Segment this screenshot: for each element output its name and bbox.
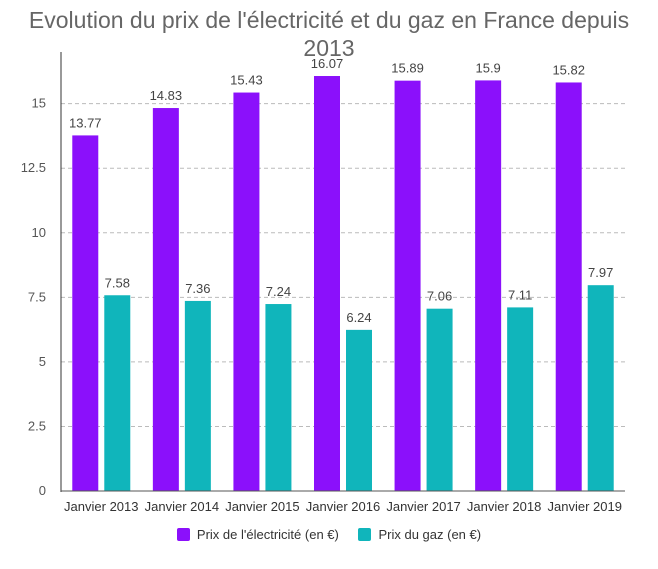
legend-item-electricity[interactable]: Prix de l'électricité (en €) bbox=[176, 527, 339, 542]
y-tick-label: 12.5 bbox=[21, 160, 46, 175]
x-tick-label: Janvier 2014 bbox=[145, 499, 219, 514]
legend-swatch-electricity bbox=[176, 528, 190, 541]
y-tick-label: 5 bbox=[39, 354, 46, 369]
legend-item-gas[interactable]: Prix du gaz (en €) bbox=[358, 527, 481, 542]
x-tick-label: Janvier 2018 bbox=[467, 499, 541, 514]
bar-electricity[interactable] bbox=[394, 80, 421, 491]
data-label-gas: 7.06 bbox=[427, 289, 452, 304]
legend-label-electricity: Prix de l'électricité (en €) bbox=[196, 527, 339, 542]
bar-electricity[interactable] bbox=[475, 80, 502, 491]
data-label-electricity: 15.89 bbox=[391, 61, 424, 76]
x-tick-label: Janvier 2017 bbox=[386, 499, 460, 514]
data-label-electricity: 13.77 bbox=[69, 115, 102, 130]
y-tick-label: 7.5 bbox=[28, 289, 46, 304]
x-tick-label: Janvier 2015 bbox=[225, 499, 299, 514]
bar-gas[interactable] bbox=[265, 304, 292, 491]
bar-gas[interactable] bbox=[104, 295, 131, 491]
legend-swatch-gas bbox=[358, 528, 372, 541]
x-tick-label: Janvier 2016 bbox=[306, 499, 380, 514]
bar-electricity[interactable] bbox=[314, 76, 340, 492]
legend-label-gas: Prix du gaz (en €) bbox=[378, 527, 482, 542]
legend: Prix de l'électricité (en €) Prix du gaz… bbox=[0, 527, 658, 544]
data-label-electricity: 16.07 bbox=[311, 56, 344, 71]
chart-title-line-1: Evolution du prix de l'électricité et du… bbox=[28, 7, 630, 33]
y-tick-label: 10 bbox=[32, 225, 46, 240]
bar-electricity[interactable] bbox=[152, 108, 179, 492]
bar-electricity[interactable] bbox=[233, 92, 260, 491]
data-label-gas: 7.24 bbox=[266, 284, 291, 299]
bar-gas[interactable] bbox=[346, 329, 372, 491]
bar-gas[interactable] bbox=[587, 285, 614, 491]
bar-gas[interactable] bbox=[184, 300, 211, 491]
data-label-gas: 7.11 bbox=[508, 287, 532, 302]
bar-electricity[interactable] bbox=[72, 135, 99, 491]
chart-title: Evolution du prix de l'électricité et du… bbox=[0, 6, 658, 62]
x-tick-label: Janvier 2013 bbox=[64, 499, 138, 514]
data-label-gas: 7.36 bbox=[185, 281, 210, 296]
data-label-gas: 7.97 bbox=[588, 265, 613, 280]
bar-gas[interactable] bbox=[426, 308, 453, 491]
data-label-electricity: 15.43 bbox=[230, 73, 263, 88]
data-label-electricity: 15.9 bbox=[475, 60, 500, 75]
y-tick-label: 0 bbox=[39, 483, 46, 498]
y-tick-label: 15 bbox=[32, 96, 46, 111]
y-tick-label: 2.5 bbox=[28, 418, 46, 433]
data-label-gas: 7.58 bbox=[105, 275, 130, 290]
bar-electricity[interactable] bbox=[555, 82, 582, 491]
data-label-electricity: 14.83 bbox=[150, 88, 183, 103]
data-label-gas: 6.24 bbox=[346, 310, 371, 325]
chart-title-line-2: 2013 bbox=[303, 35, 355, 61]
x-tick-label: Janvier 2019 bbox=[547, 499, 621, 514]
data-label-electricity: 15.82 bbox=[552, 62, 585, 77]
bar-gas[interactable] bbox=[507, 307, 534, 491]
